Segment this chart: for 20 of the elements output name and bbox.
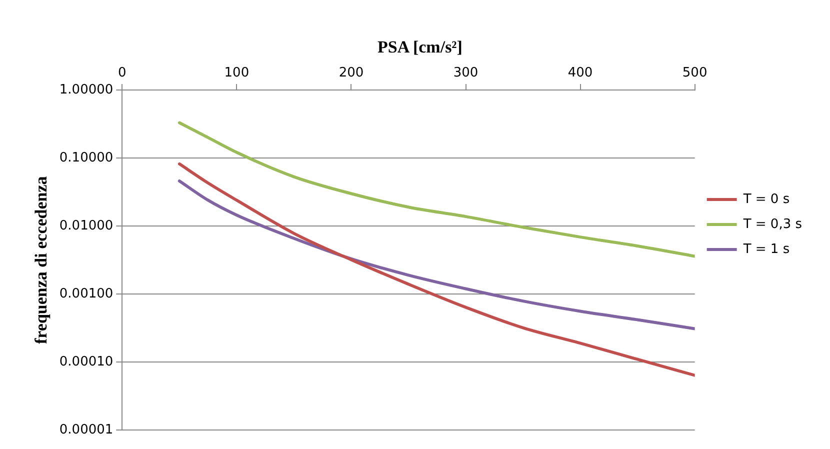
x-tick-label: 100 (224, 66, 250, 81)
y-tick-label: 0.00001 (59, 422, 114, 438)
y-tick-label: 1.00000 (59, 82, 114, 98)
line-series (178, 162, 695, 377)
x-tick-label: 400 (568, 66, 593, 81)
x-tick-label: 300 (453, 66, 478, 81)
y-axis-title: frequenza di eccedenza (32, 176, 51, 344)
y-tick-label: 0.01000 (59, 218, 114, 234)
legend-label: T = 1 s (742, 242, 790, 257)
x-tick-label: 500 (682, 66, 708, 81)
legend-label: T = 0,3 s (742, 216, 802, 232)
line-series (178, 121, 695, 258)
y-tick-label: 0.00100 (59, 286, 114, 302)
y-tick-label: 0.00010 (59, 354, 114, 370)
legend-label: T = 0 s (742, 192, 790, 207)
chart-title: PSA [cm/s²] (378, 38, 462, 57)
x-tick-label: 0 (118, 66, 126, 81)
x-tick-label: 200 (338, 66, 364, 81)
line-series (178, 179, 695, 330)
y-tick-label: 0.10000 (59, 150, 114, 166)
